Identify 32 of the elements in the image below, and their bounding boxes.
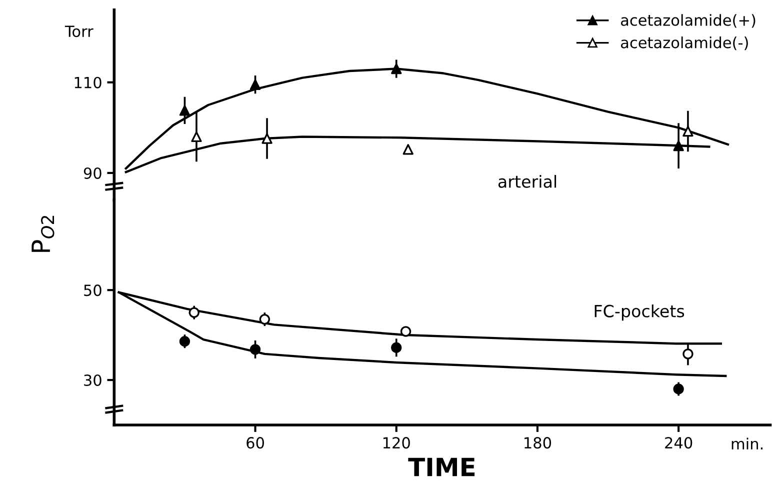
- point: [191, 131, 202, 142]
- y-tick-label: 50: [84, 284, 102, 296]
- point: [400, 326, 412, 337]
- x-tick-label: 180: [524, 437, 552, 449]
- y-axis-title: P$_{O2}$: [32, 216, 54, 252]
- y-tick-label: 110: [74, 76, 102, 88]
- legend-label: acetazolamide(-): [621, 36, 748, 50]
- point: [250, 79, 261, 90]
- legend-label: acetazolamide(+): [621, 14, 756, 28]
- point: [179, 105, 190, 116]
- point: [188, 307, 200, 318]
- text: min.: [732, 438, 762, 450]
- y-tick-label: 90: [84, 167, 102, 179]
- point: [682, 348, 694, 360]
- point: [402, 144, 414, 155]
- point: [179, 336, 190, 347]
- point: [673, 384, 684, 394]
- annotation: FC-pockets: [594, 304, 684, 321]
- x-axis-title: TIME: [408, 458, 475, 476]
- annotation: arterial: [498, 174, 556, 188]
- x-tick-label: 240: [665, 437, 692, 449]
- text: Torr: [64, 26, 94, 38]
- point: [262, 133, 272, 144]
- point: [391, 342, 402, 353]
- point: [673, 140, 684, 152]
- point: [391, 63, 402, 74]
- point: [259, 314, 270, 325]
- x-tick-label: 60: [246, 437, 264, 449]
- point: [682, 126, 694, 137]
- y-tick-label: 30: [84, 374, 102, 386]
- x-tick-label: 120: [383, 437, 410, 449]
- point: [250, 344, 261, 355]
